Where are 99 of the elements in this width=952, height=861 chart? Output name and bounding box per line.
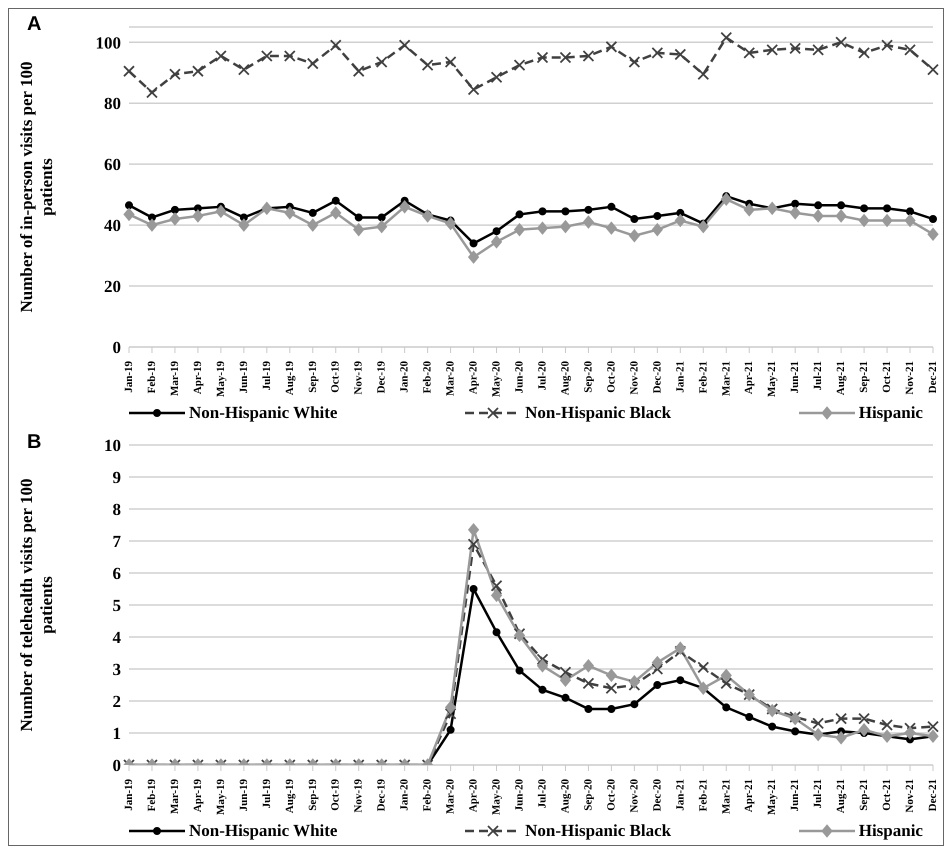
x-tick-label: May-19 [214, 778, 227, 816]
x-tick-label: Sep-21 [858, 779, 870, 811]
y-tick-label: 0 [112, 756, 121, 776]
x-tick-label: May-21 [766, 361, 778, 398]
y-tick-label: 80 [104, 94, 121, 114]
x-tick-label: Jun-20 [514, 778, 526, 812]
x-tick-label: May-20 [490, 778, 503, 816]
legend-label: Hispanic [858, 821, 923, 841]
legend-label: Non-Hispanic Black [525, 403, 672, 423]
y-axis-title: Number of in-person visits per 100 patients [17, 61, 56, 313]
x-tick-label: Nov-19 [352, 360, 365, 395]
x-tick-label: Jan-20 [398, 778, 411, 811]
x-tick-label: Mar-19 [168, 778, 181, 814]
x-tick-label: Mar-21 [720, 361, 732, 396]
legend-label: Non-Hispanic White [189, 821, 338, 841]
x-tick-label: Jul-21 [812, 779, 824, 808]
legend-label: Non-Hispanic Black [525, 821, 672, 841]
x-tick-label: Apr-20 [468, 778, 480, 812]
x-tick-label: Mar-19 [168, 360, 181, 396]
legend-label: Non-Hispanic White [189, 403, 338, 423]
x-tick-label: Jul-19 [260, 778, 273, 808]
x-tick-label: Dec-20 [651, 360, 664, 394]
x-tick-label: Nov-21 [904, 361, 916, 395]
x-tick-label: Mar-20 [444, 360, 457, 396]
x-tick-label: Nov-20 [628, 360, 640, 395]
x-tick-label: Aug-20 [559, 778, 572, 814]
x-tick-label: Aug-19 [284, 778, 296, 814]
x-tick-label: May-19 [214, 360, 227, 398]
x-tick-label: Mar-21 [720, 779, 732, 814]
x-tick-label: Feb-19 [146, 778, 158, 812]
x-tick-label: Apr-21 [743, 361, 756, 394]
y-tick-label: 100 [96, 33, 121, 52]
y-tick-label: 9 [112, 468, 121, 488]
y-tick-label: 40 [104, 216, 121, 236]
y-tick-label: 10 [104, 436, 121, 456]
y-tick-label: 5 [112, 596, 121, 616]
x-tick-label: Nov-21 [904, 779, 916, 813]
x-tick-label: Mar-20 [444, 778, 457, 814]
x-tick-label: May-21 [766, 779, 778, 816]
x-tick-label: Sep-20 [582, 778, 594, 811]
x-tick-label: Aug-21 [835, 361, 848, 396]
x-tick-label: Jun-19 [238, 360, 250, 394]
x-tick-label: Oct-21 [881, 361, 894, 393]
x-tick-label: Apr-20 [468, 360, 480, 394]
y-tick-label: 60 [104, 155, 121, 174]
x-tick-label: Jan-21 [674, 361, 686, 393]
legend-label: Hispanic [858, 403, 923, 423]
x-tick-label: Feb-21 [697, 779, 710, 812]
x-tick-label: Jul-20 [536, 778, 548, 808]
x-tick-label: Jun-20 [514, 360, 526, 394]
x-tick-label: Oct-20 [605, 778, 618, 811]
y-tick-label: 8 [112, 500, 121, 520]
x-tick-label: Dec-19 [376, 778, 388, 812]
x-tick-label: Oct-19 [330, 360, 342, 393]
x-tick-label: Jul-19 [260, 360, 273, 390]
x-tick-label: Aug-20 [559, 360, 572, 396]
x-tick-label: Nov-19 [352, 778, 365, 813]
y-tick-label: 4 [112, 628, 122, 648]
x-tick-label: Sep-19 [306, 360, 319, 393]
x-tick-label: Jan-20 [398, 360, 411, 393]
x-tick-label: Oct-20 [605, 360, 618, 393]
x-tick-label: Dec-20 [651, 778, 664, 812]
y-tick-label: 2 [112, 692, 121, 712]
x-tick-label: Sep-20 [582, 360, 594, 393]
chart-title: A [27, 13, 42, 36]
x-tick-label: Jan-21 [674, 779, 686, 811]
y-axis-title: Number of telehealth visits per 100 patients [17, 478, 56, 732]
x-tick-label: Apr-19 [192, 778, 204, 812]
x-tick-label: Feb-21 [697, 361, 710, 394]
x-tick-label: Nov-20 [628, 778, 640, 813]
x-tick-label: Jan-19 [123, 778, 135, 811]
x-tick-label: Oct-19 [330, 778, 342, 811]
x-tick-label: Sep-21 [858, 361, 870, 393]
x-tick-label: Apr-19 [192, 360, 204, 394]
x-tick-label: Sep-19 [306, 778, 319, 811]
x-tick-label: May-20 [490, 360, 503, 398]
x-tick-label: Jun-19 [238, 778, 250, 812]
x-tick-label: Oct-21 [881, 779, 894, 811]
x-tick-label: Dec-21 [927, 361, 939, 394]
x-tick-label: Jan-19 [123, 360, 135, 393]
x-tick-label: Aug-19 [284, 360, 296, 396]
x-tick-label: Aug-21 [835, 779, 848, 814]
x-tick-label: Feb-20 [422, 360, 434, 394]
x-tick-label: Feb-20 [422, 778, 434, 812]
x-tick-label: Jul-20 [536, 360, 548, 390]
y-tick-label: 20 [104, 277, 121, 296]
y-tick-label: 0 [112, 338, 121, 358]
x-tick-label: Jun-21 [789, 779, 802, 812]
y-tick-label: 6 [112, 564, 121, 584]
x-tick-label: Dec-19 [376, 360, 388, 394]
chart-title: B [27, 431, 42, 454]
x-tick-label: Apr-21 [743, 779, 756, 812]
x-tick-label: Feb-19 [146, 360, 158, 394]
x-tick-label: Jun-21 [789, 361, 802, 394]
y-tick-label: 1 [112, 724, 121, 744]
y-tick-label: 3 [112, 660, 121, 680]
x-tick-label: Dec-21 [927, 779, 939, 812]
x-tick-label: Jul-21 [812, 361, 824, 390]
y-tick-label: 7 [112, 532, 122, 552]
